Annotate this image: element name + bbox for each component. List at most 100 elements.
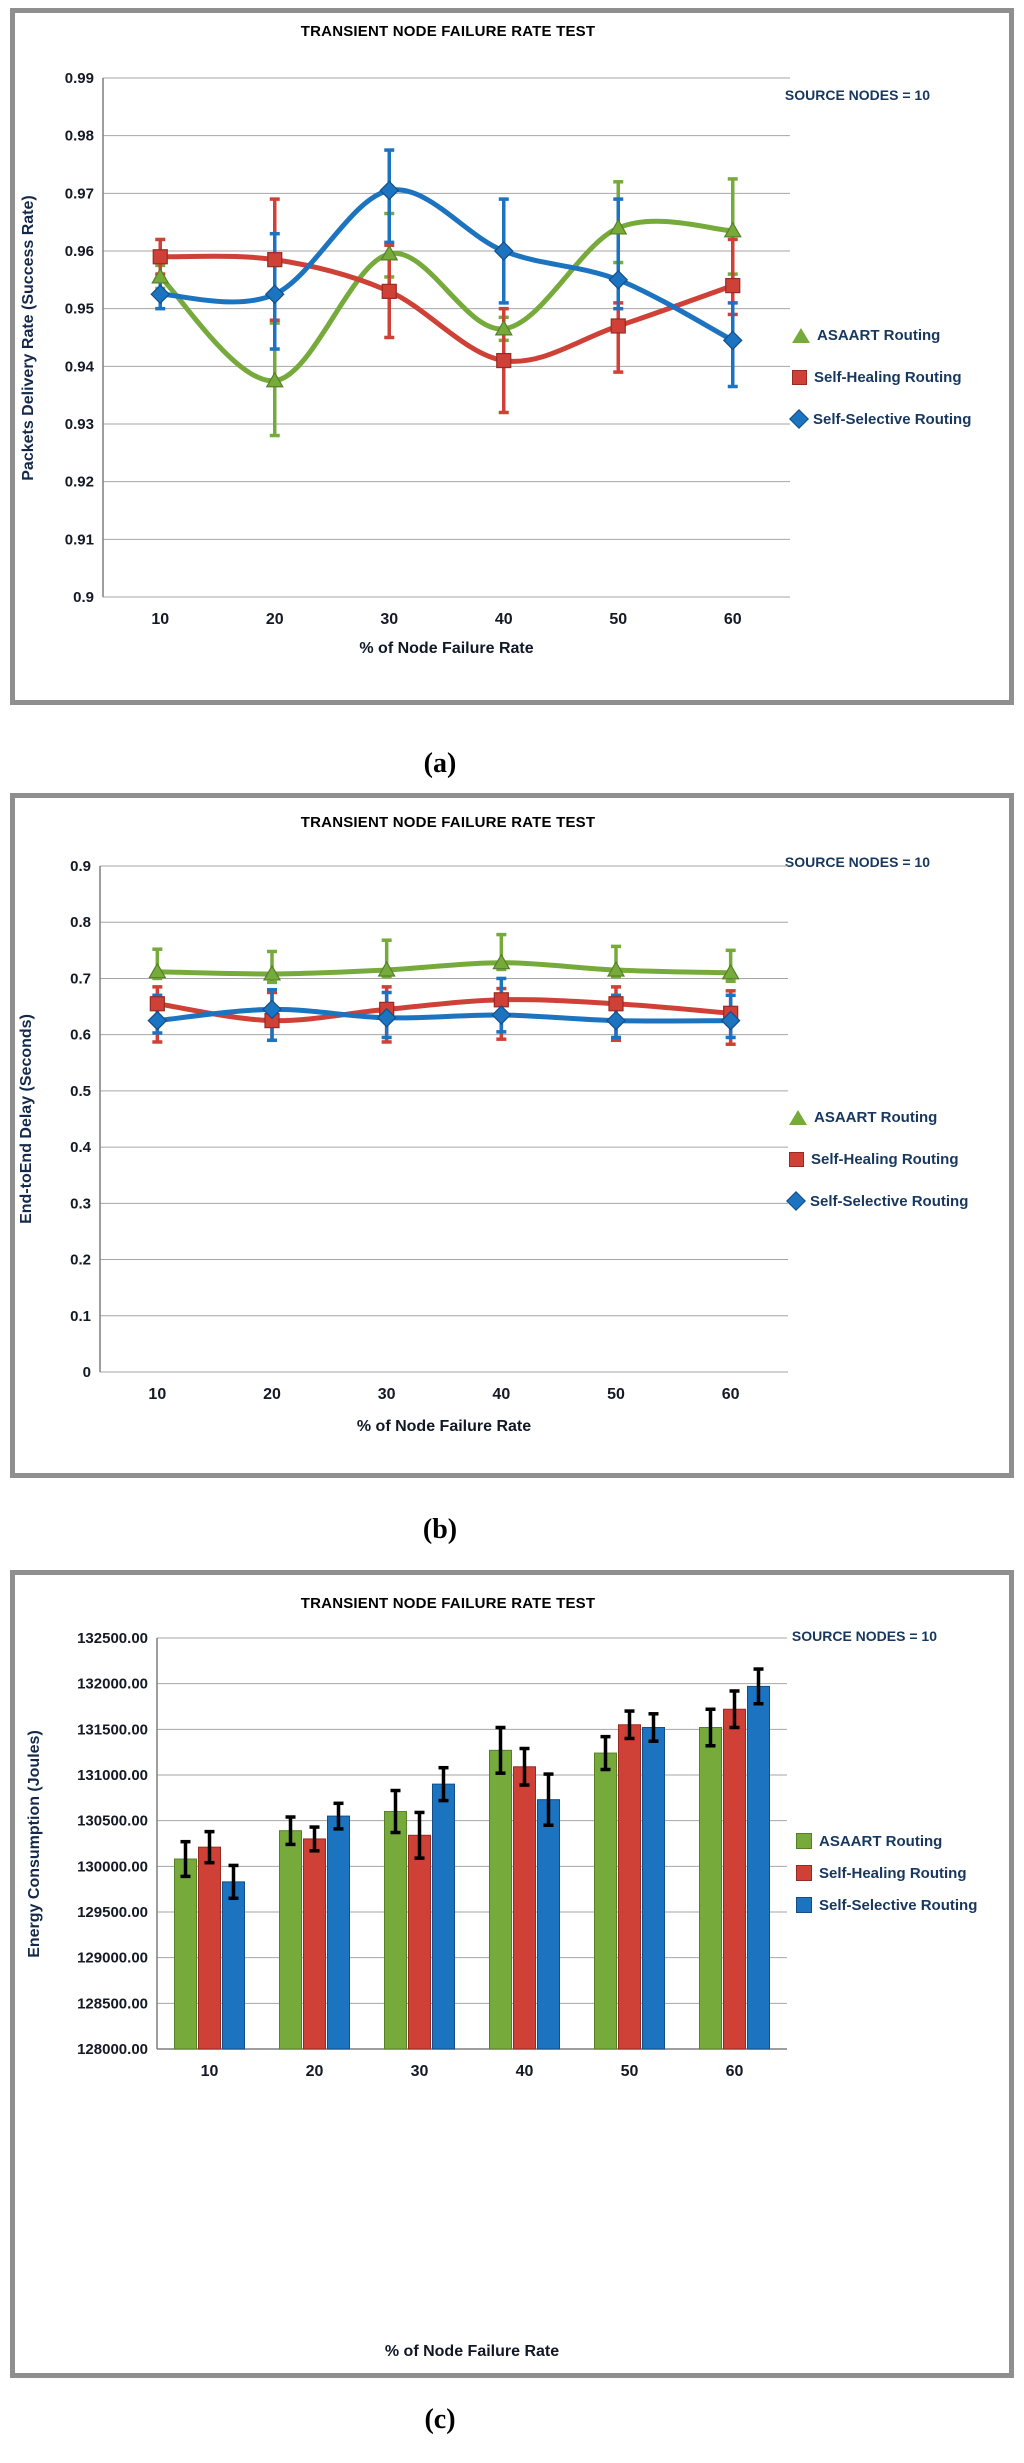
x-tick-labels-c: 10 20 30 40 50 60	[201, 2063, 744, 2080]
svg-text:50: 50	[609, 611, 627, 628]
triangle-marker-icon	[792, 327, 810, 343]
svg-text:128000.00: 128000.00	[77, 2041, 148, 2058]
legend-item-self-selective: Self-Selective Routing	[786, 1180, 968, 1222]
y-tick-labels-c: 128000.00 128500.00 129000.00 129500.00 1300…	[77, 1630, 148, 2058]
legend-c: ASAART Routing Self-Healing Routing Self…	[796, 1825, 977, 1921]
svg-text:0.4: 0.4	[70, 1139, 92, 1156]
svg-text:50: 50	[621, 2063, 639, 2080]
svg-text:0.92: 0.92	[65, 474, 94, 491]
panel-b: TRANSIENT NODE FAILURE RATE TEST SOURCE …	[10, 793, 1014, 1478]
svg-text:50: 50	[607, 1386, 625, 1403]
svg-text:0.8: 0.8	[70, 914, 91, 931]
svg-text:0.94: 0.94	[65, 358, 95, 375]
svg-text:132000.00: 132000.00	[77, 1676, 148, 1693]
svg-text:130000.00: 130000.00	[77, 1858, 148, 1875]
legend-item-asaart: ASAART Routing	[796, 1825, 977, 1857]
source-nodes-label-a: SOURCE NODES = 10	[784, 87, 930, 103]
chart-title-a: TRANSIENT NODE FAILURE RATE TEST	[300, 23, 596, 40]
svg-text:20: 20	[306, 2063, 324, 2080]
svg-text:132500.00: 132500.00	[77, 1630, 148, 1647]
diamond-marker-icon	[786, 1191, 806, 1211]
x-axis-label-c: % of Node Failure Rate	[384, 2343, 560, 2360]
source-nodes-label-c: SOURCE NODES = 10	[791, 1628, 937, 1644]
svg-text:60: 60	[724, 611, 742, 628]
square-marker-icon	[792, 369, 807, 385]
svg-text:130500.00: 130500.00	[77, 1813, 148, 1830]
svg-text:0.7: 0.7	[70, 970, 91, 987]
svg-text:10: 10	[201, 2063, 219, 2080]
svg-text:0.5: 0.5	[70, 1083, 91, 1100]
legend-label: Self-Selective Routing	[813, 410, 972, 428]
svg-text:30: 30	[411, 2063, 429, 2080]
legend-label: Self-Healing Routing	[819, 1864, 967, 1882]
svg-text:0.1: 0.1	[70, 1308, 91, 1325]
svg-text:131500.00: 131500.00	[77, 1721, 148, 1738]
series-lines-b	[154, 960, 734, 1024]
caption-a: (a)	[423, 748, 457, 779]
source-nodes-label-b: SOURCE NODES = 10	[784, 854, 930, 870]
panel-a: TRANSIENT NODE FAILURE RATE TEST SOURCE …	[10, 8, 1014, 705]
y-tick-labels-b: 0 0.1 0.2 0.3 0.4 0.5 0.6 0.7 0.8 0.9	[70, 858, 92, 1381]
markers-a	[150, 180, 743, 388]
y-axis-label-c-wrap: Energy Consumption (Joules)	[17, 1638, 53, 2049]
svg-text:10: 10	[151, 611, 169, 628]
series-lines-a	[157, 187, 736, 384]
legend-a: ASAART Routing Self-Healing Routing Self…	[789, 314, 972, 440]
markers-b	[147, 953, 741, 1031]
svg-text:0.95: 0.95	[65, 301, 94, 318]
svg-text:0.9: 0.9	[73, 589, 94, 606]
bar-error-bars-c	[180, 1667, 764, 1901]
blue-square-swatch-icon	[796, 1897, 812, 1913]
bars-c	[174, 1685, 770, 2050]
legend-label: ASAART Routing	[817, 326, 941, 344]
svg-text:129500.00: 129500.00	[77, 1904, 148, 1921]
plot-c: 128000.00 128500.00 129000.00 129500.00 1300…	[77, 1630, 787, 2080]
legend-item-self-selective: Self-Selective Routing	[789, 398, 972, 440]
svg-text:0.99: 0.99	[65, 70, 94, 87]
legend-item-asaart: ASAART Routing	[792, 314, 971, 356]
y-tick-labels-a: 0.9 0.91 0.92 0.93 0.94 0.95 0.96 0.97 0.98 0.99	[65, 70, 95, 606]
error-bars-b	[152, 932, 736, 1046]
legend-b: ASAART Routing Self-Healing Routing Self…	[786, 1096, 968, 1222]
legend-item-self-healing: Self-Healing Routing	[796, 1857, 977, 1889]
plot-a: 0.9 0.91 0.92 0.93 0.94 0.95 0.96 0.97 0.98 0.99 1…	[65, 70, 790, 628]
gridlines-a	[103, 77, 790, 598]
triangle-marker-icon	[789, 1109, 807, 1125]
svg-text:128500.00: 128500.00	[77, 1995, 148, 2012]
legend-label: Self-Selective Routing	[819, 1896, 978, 1914]
x-tick-labels-b: 10 20 30 40 50 60	[148, 1386, 739, 1403]
svg-text:129000.00: 129000.00	[77, 1950, 148, 1967]
legend-label: Self-Healing Routing	[814, 368, 962, 386]
legend-item-self-healing: Self-Healing Routing	[789, 1138, 968, 1180]
svg-text:0.93: 0.93	[65, 416, 94, 433]
svg-text:20: 20	[263, 1386, 281, 1403]
panel-c: TRANSIENT NODE FAILURE RATE TEST SOURCE …	[10, 1570, 1014, 2378]
plot-b: 0 0.1 0.2 0.3 0.4 0.5 0.6 0.7 0.8 0.9 10 20 30 40 50 60	[70, 858, 788, 1403]
caption-c: (c)	[424, 2404, 456, 2435]
legend-item-asaart: ASAART Routing	[789, 1096, 968, 1138]
gridlines-b	[100, 865, 788, 1373]
svg-text:60: 60	[722, 1386, 740, 1403]
x-axis-label-b: % of Node Failure Rate	[356, 1418, 532, 1435]
svg-text:10: 10	[148, 1386, 166, 1403]
svg-text:0.96: 0.96	[65, 243, 94, 260]
legend-item-self-healing: Self-Healing Routing	[792, 356, 971, 398]
svg-text:131000.00: 131000.00	[77, 1767, 148, 1784]
square-marker-icon	[789, 1151, 804, 1167]
svg-text:0: 0	[83, 1364, 91, 1381]
x-axis-label-a: % of Node Failure Rate	[359, 640, 534, 657]
diamond-marker-icon	[789, 409, 809, 429]
chart-title-c: TRANSIENT NODE FAILURE RATE TEST	[300, 1595, 596, 1612]
svg-text:20: 20	[266, 611, 284, 628]
green-square-swatch-icon	[796, 1833, 812, 1849]
y-axis-label-b-wrap: End-toEnd Delay (Seconds)	[9, 866, 45, 1372]
svg-text:40: 40	[516, 2063, 534, 2080]
legend-label: ASAART Routing	[814, 1108, 938, 1126]
y-axis-label-a: Packets Delivery Rate (Success Rate)	[20, 194, 37, 481]
svg-text:30: 30	[380, 611, 398, 628]
y-axis-label-a-wrap: Packets Delivery Rate (Success Rate)	[11, 78, 47, 597]
x-tick-labels-a: 10 20 30 40 50 60	[151, 611, 741, 628]
svg-text:0.3: 0.3	[70, 1195, 91, 1212]
chart-title-b: TRANSIENT NODE FAILURE RATE TEST	[300, 814, 596, 831]
